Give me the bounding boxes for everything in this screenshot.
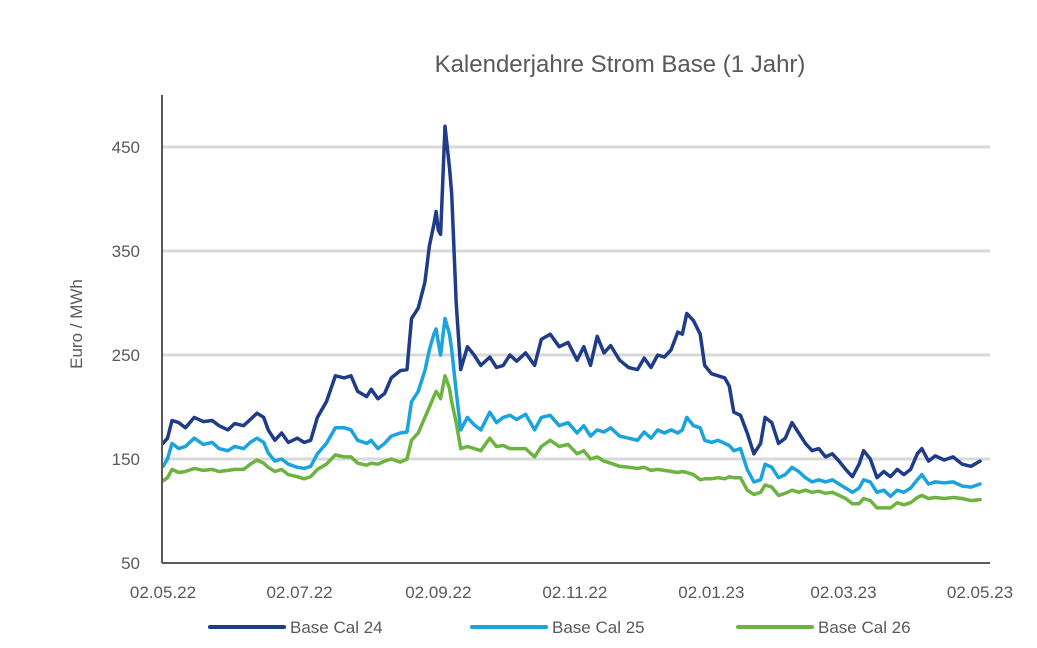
legend: Base Cal 24 Base Cal 25 Base Cal 26 bbox=[208, 618, 911, 637]
series-line-base-cal-25 bbox=[161, 316, 982, 499]
x-axis-ticks: 02.05.22 02.07.22 02.09.22 02.11.22 02.01.23… bbox=[130, 583, 1013, 602]
y-tick-label: 150 bbox=[112, 450, 140, 469]
legend-label-base-cal-24: Base Cal 24 bbox=[290, 618, 383, 637]
series-line-base-cal-26 bbox=[161, 374, 982, 510]
y-axis-ticks: 50 150 250 350 450 bbox=[112, 138, 140, 573]
series-line-base-cal-24 bbox=[161, 124, 982, 480]
gridlines bbox=[162, 145, 990, 461]
y-tick-label: 250 bbox=[112, 346, 140, 365]
x-tick-label: 02.09.22 bbox=[405, 583, 471, 602]
y-axis-title: Euro / MWh bbox=[67, 279, 86, 369]
legend-label-base-cal-25: Base Cal 25 bbox=[552, 618, 645, 637]
chart-title: Kalenderjahre Strom Base (1 Jahr) bbox=[435, 51, 806, 78]
x-tick-label: 02.05.23 bbox=[947, 583, 1013, 602]
x-tick-label: 02.01.23 bbox=[678, 583, 744, 602]
x-tick-label: 02.05.22 bbox=[130, 583, 196, 602]
y-tick-label: 350 bbox=[112, 242, 140, 261]
x-tick-label: 02.03.23 bbox=[810, 583, 876, 602]
legend-label-base-cal-26: Base Cal 26 bbox=[818, 618, 911, 637]
series-lines bbox=[161, 124, 982, 510]
x-tick-label: 02.07.22 bbox=[266, 583, 332, 602]
x-tick-label: 02.11.22 bbox=[542, 583, 607, 602]
y-tick-label: 450 bbox=[112, 138, 140, 157]
y-tick-label: 50 bbox=[121, 554, 140, 573]
